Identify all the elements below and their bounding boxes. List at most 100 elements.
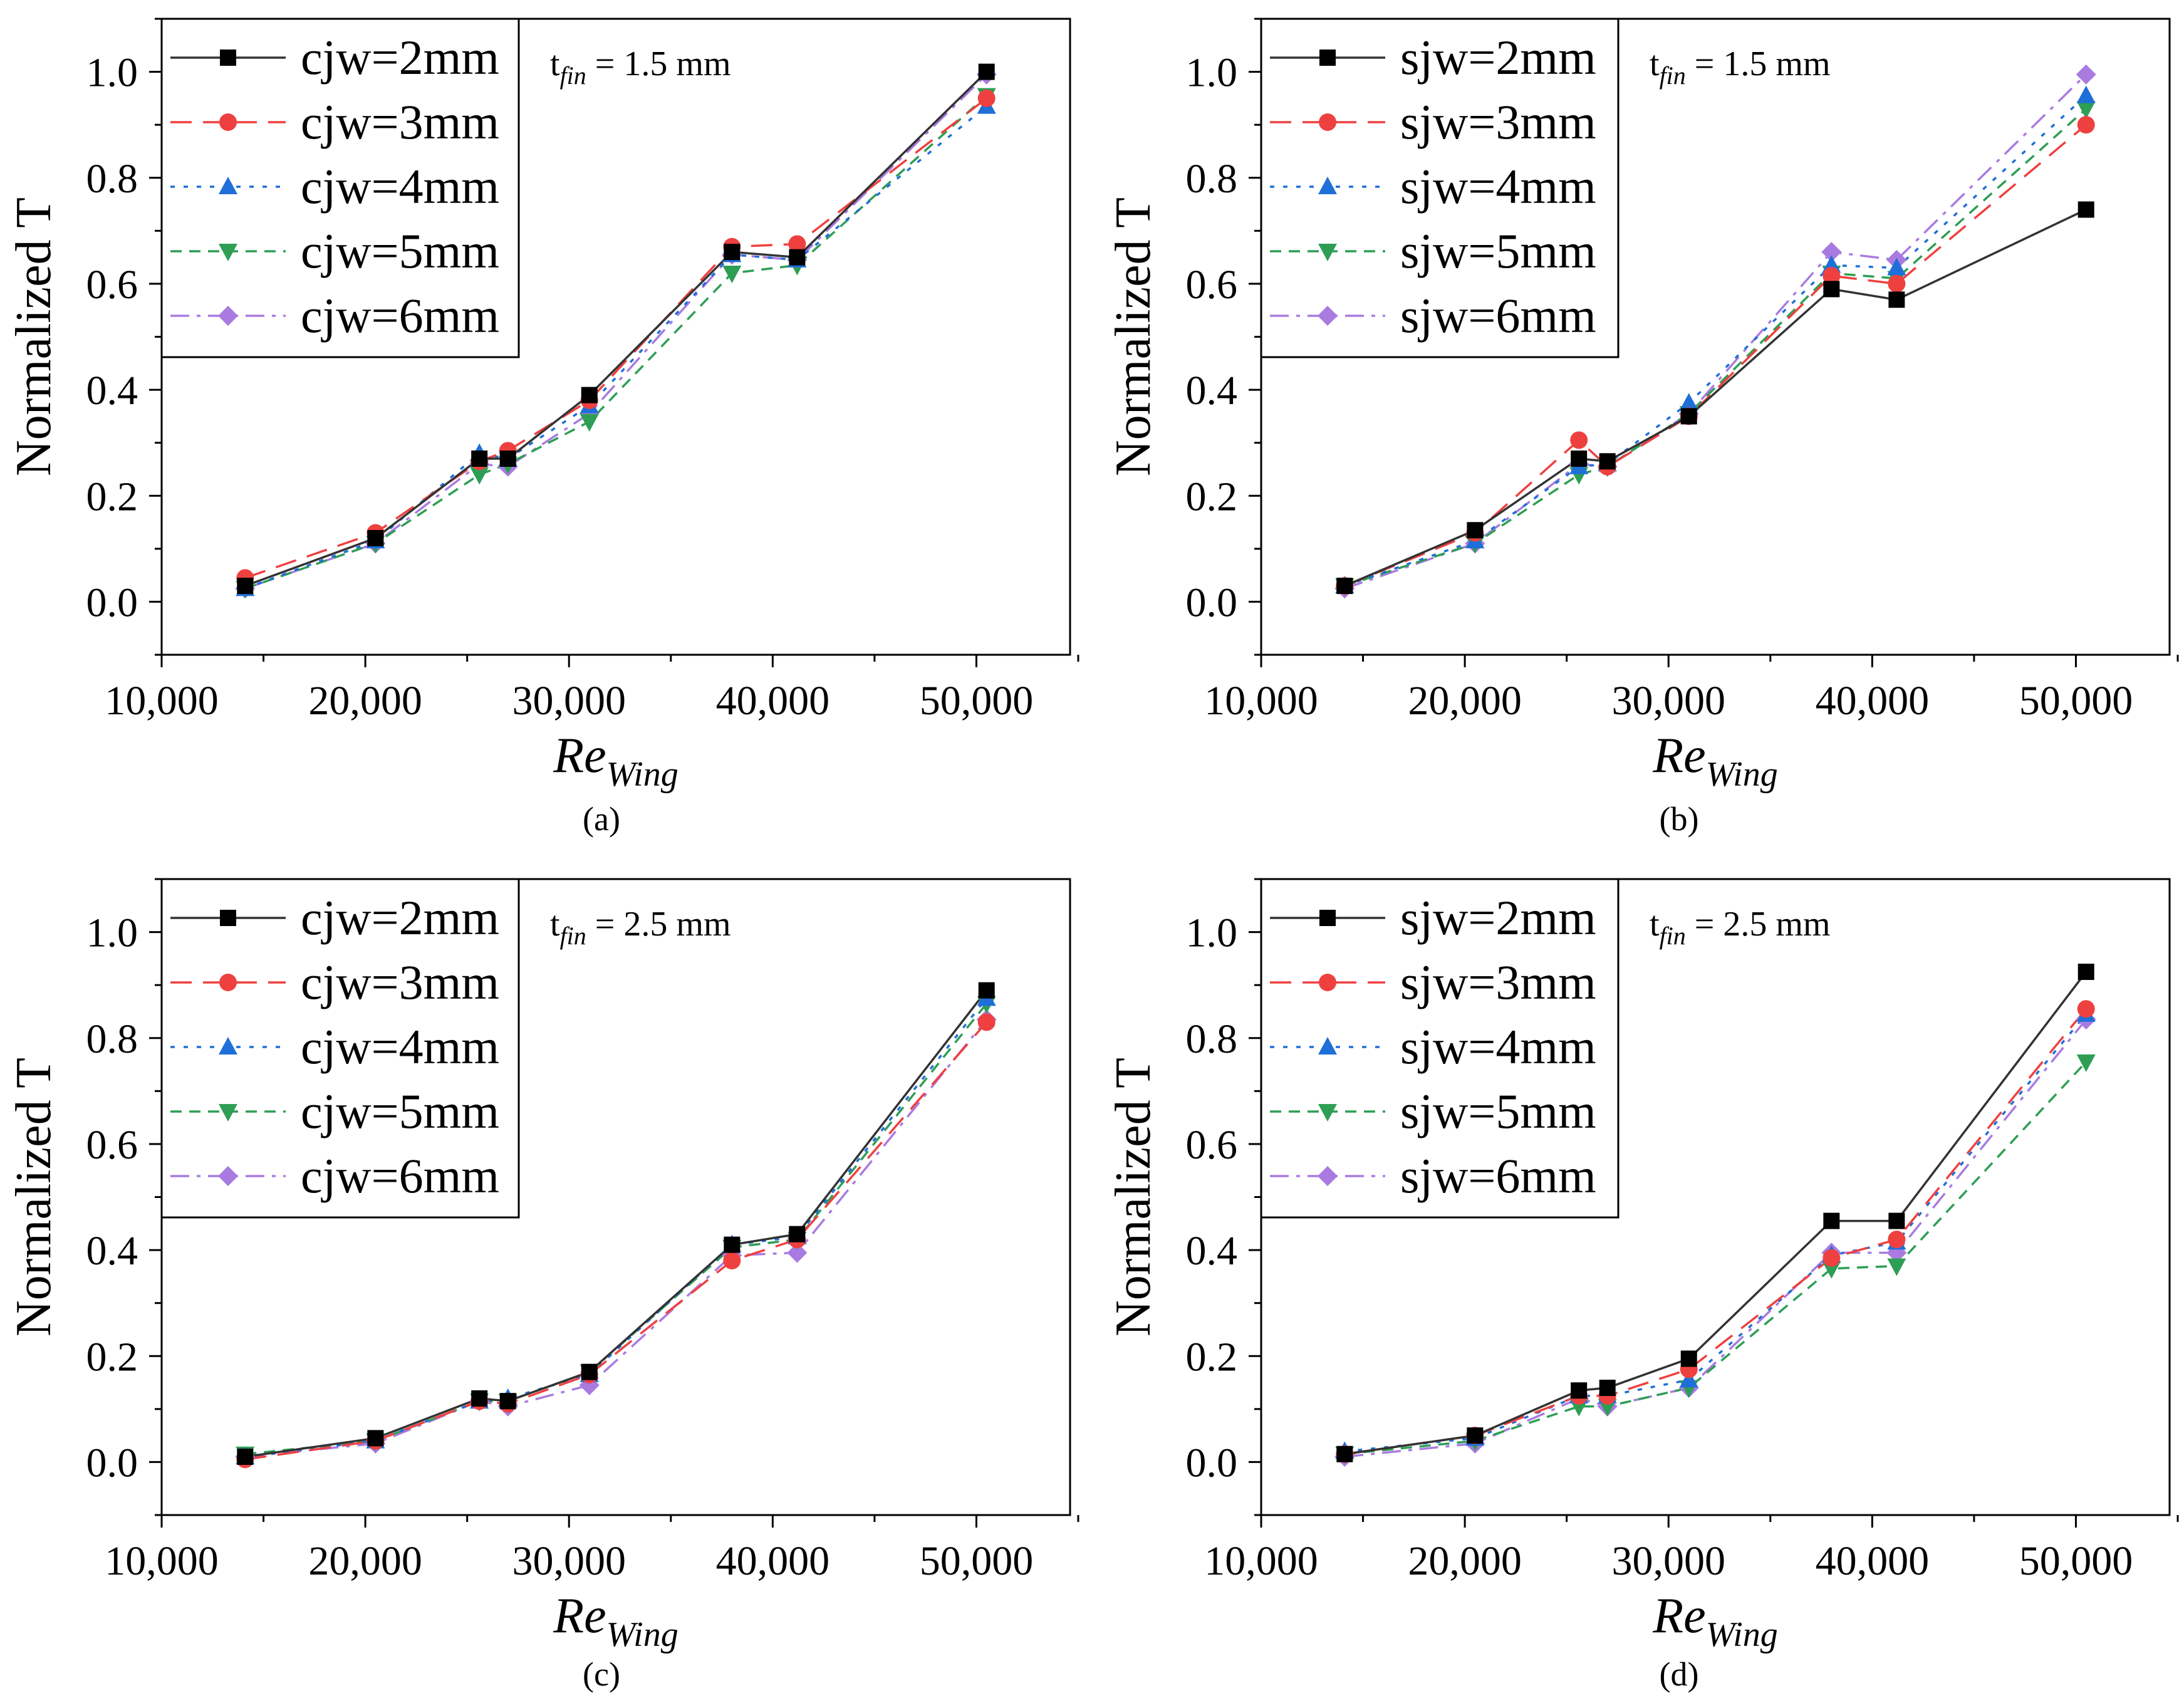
data-point-cjw=2mm: [789, 1226, 806, 1242]
y-axis-title: Normalized T: [1106, 1058, 1161, 1336]
legend-box: [160, 878, 520, 1219]
data-point-cjw=5mm: [470, 467, 489, 485]
chart-panel-d: 10,000 20,000 30,000 40,000 50,000 0.0 0.2 0.4 0…: [1106, 878, 2179, 1693]
legend: sjw=2mm sjw=3mm sjw=4mm sjw=5mm sjw=6mm: [1260, 878, 1620, 1219]
x-axis-title-main: Re: [553, 728, 606, 783]
series-group: [1334, 64, 2096, 599]
legend-label: cjw=6mm: [301, 1148, 499, 1203]
legend-label: cjw=4mm: [301, 1019, 499, 1074]
data-point-cjw=2mm: [581, 1363, 598, 1380]
legend-label: sjw=2mm: [1400, 890, 1596, 945]
data-point-sjw=3mm: [2077, 116, 2095, 134]
panel-caption: (a): [583, 800, 620, 838]
legend-swatch-marker: [220, 49, 236, 66]
series-group: [1334, 964, 2096, 1467]
y-tick-label: 1.0: [1186, 910, 1238, 956]
tfin-annotation: tfin = 2.5 mm: [550, 905, 731, 950]
legend-swatch-marker: [1318, 177, 1337, 194]
legend: cjw=2mm cjw=3mm cjw=4mm cjw=5mm cjw=6mm: [160, 878, 520, 1219]
legend-box: [1260, 18, 1620, 358]
x-tick-label: 40,000: [1816, 1538, 1930, 1584]
y-axis-title: Normalized T: [6, 1058, 61, 1336]
data-point-sjw=3mm: [2077, 1000, 2095, 1018]
x-tick-label: 30,000: [512, 1538, 626, 1584]
series-line-cjw=6mm: [244, 73, 987, 590]
y-tick-label: 0.2: [1186, 1334, 1238, 1380]
y-tick-label: 0.0: [1186, 1440, 1238, 1486]
tfin-annotation: tfin = 1.5 mm: [550, 44, 731, 90]
legend-label: cjw=2mm: [301, 890, 499, 945]
legend-label: sjw=5mm: [1400, 1084, 1596, 1138]
y-tick-label: 0.6: [86, 1122, 138, 1168]
legend: cjw=2mm cjw=3mm cjw=4mm cjw=5mm cjw=6mm: [160, 18, 520, 358]
data-point-cjw=2mm: [471, 1390, 488, 1407]
y-tick-label: 0.4: [86, 1228, 138, 1274]
legend-swatch-marker: [1318, 1037, 1337, 1055]
series-line-cjw=2mm: [244, 71, 987, 587]
tfin-annotation-suffix: = 2.5 mm: [586, 905, 731, 944]
data-point-sjw=5mm: [1822, 1261, 1841, 1279]
data-point-cjw=3mm: [977, 1013, 996, 1031]
legend-label: cjw=5mm: [301, 1084, 499, 1138]
x-tick-label: 10,000: [1204, 678, 1318, 724]
tfin-annotation-prefix: t: [550, 905, 560, 944]
x-tick-label: 20,000: [1408, 678, 1522, 724]
legend-swatch-marker: [218, 306, 238, 326]
data-point-sjw=4mm: [1887, 258, 1906, 276]
legend-label: sjw=4mm: [1400, 1019, 1596, 1074]
legend-swatch-marker: [1319, 910, 1336, 926]
series-line-sjw=4mm: [1344, 95, 2087, 587]
y-tick-label: 0.6: [86, 262, 138, 308]
data-point-sjw=2mm: [1599, 1380, 1616, 1396]
y-tick-label: 0.4: [1186, 1228, 1238, 1274]
legend-swatch-marker: [220, 910, 236, 926]
y-tick-label: 0.0: [1186, 580, 1238, 625]
tfin-annotation-suffix: = 1.5 mm: [1686, 44, 1831, 83]
data-point-sjw=3mm: [1823, 1249, 1841, 1267]
y-tick-label: 0.0: [86, 580, 138, 625]
data-point-sjw=2mm: [1467, 1427, 1484, 1444]
tfin-annotation-prefix: t: [1650, 44, 1660, 83]
legend-swatch-marker: [219, 1037, 237, 1055]
data-point-cjw=3mm: [723, 1252, 741, 1269]
data-point-sjw=2mm: [1680, 1350, 1697, 1367]
x-tick-label: 20,000: [308, 678, 422, 724]
x-axis-title-subscript: Wing: [606, 1615, 679, 1654]
legend-label: sjw=6mm: [1400, 1148, 1596, 1203]
data-point-sjw=5mm: [2076, 1054, 2096, 1072]
legend-label: cjw=3mm: [301, 955, 499, 1009]
data-point-sjw=2mm: [2077, 201, 2094, 218]
x-tick-label: 50,000: [920, 678, 1034, 724]
data-point-sjw=2mm: [1888, 291, 1905, 308]
x-axis-title-main: Re: [1652, 1588, 1705, 1643]
x-tick-label: 20,000: [1408, 1538, 1522, 1584]
legend-swatch-marker: [219, 1104, 237, 1122]
data-point-sjw=6mm: [2076, 64, 2096, 85]
series-line-cjw=6mm: [245, 1019, 988, 1458]
x-tick-label: 50,000: [920, 1538, 1034, 1584]
data-point-sjw=2mm: [1888, 1212, 1905, 1229]
data-point-cjw=6mm: [787, 1242, 808, 1263]
data-point-sjw=2mm: [1336, 1445, 1353, 1462]
data-point-sjw=3mm: [1888, 1231, 1906, 1249]
tfin-annotation-subscript: fin: [1660, 61, 1686, 90]
data-point-sjw=5mm: [1887, 1258, 1906, 1276]
series-line-sjw=5mm: [1344, 1061, 2087, 1456]
data-point-cjw=2mm: [367, 1430, 384, 1447]
y-axis-title: Normalized T: [1106, 197, 1161, 476]
x-tick-label: 50,000: [2019, 678, 2133, 724]
x-tick-label: 30,000: [1611, 678, 1725, 724]
panel-caption: (c): [583, 1655, 620, 1693]
legend-swatch-marker: [1319, 49, 1336, 66]
chart-panel-a: 10,000 20,000 30,000 40,000 50,000 0.0 0.2 0.4 0…: [6, 18, 1079, 838]
data-point-cjw=2mm: [724, 1236, 741, 1253]
x-tick-label: 40,000: [716, 678, 830, 724]
series-line-cjw=2mm: [245, 989, 988, 1458]
y-tick-label: 0.2: [86, 1334, 138, 1380]
legend-label: cjw=4mm: [301, 159, 499, 214]
x-tick-label: 30,000: [1611, 1538, 1725, 1584]
x-tick-label: 40,000: [1816, 678, 1930, 724]
data-point-sjw=2mm: [1823, 281, 1840, 298]
data-point-sjw=4mm: [1822, 255, 1841, 273]
